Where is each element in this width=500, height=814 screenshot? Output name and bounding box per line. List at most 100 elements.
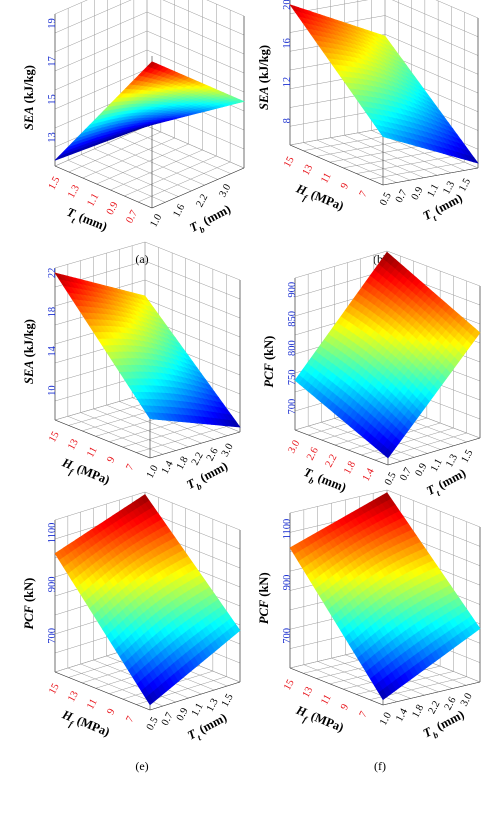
x-tick-label: 11 — [85, 697, 99, 711]
y-tick-label: 1.6 — [171, 202, 187, 219]
z-tick-label: 15 — [47, 94, 58, 105]
z-tick-label: 700 — [282, 628, 293, 644]
floor-grid — [96, 143, 189, 185]
z-axis-unit: (kN) — [262, 336, 276, 363]
x-tick-label: 0.7 — [124, 209, 140, 226]
floor-grid — [68, 160, 166, 203]
x-tick-label: 13 — [66, 437, 81, 451]
x-tick-label: 1.1 — [85, 192, 101, 209]
z-axis-symbol: PCF — [262, 363, 276, 388]
y-tick-label: 1.3 — [441, 180, 457, 197]
y-tick-labels: 1.0 1.4 1.8 2.2 2.6 3.0 — [145, 442, 236, 480]
floor-grid — [94, 148, 192, 192]
y-tick-label: 0.9 — [410, 185, 426, 202]
z-tick-label: 1100 — [282, 519, 293, 540]
floor-grid — [54, 393, 146, 421]
y-tick-label: 1.8 — [175, 455, 191, 472]
box-edge — [149, 431, 241, 459]
x-axis-unit: (MPa) — [72, 460, 112, 487]
y-tick-label: 3.0 — [220, 442, 236, 459]
floor-grid — [93, 408, 189, 448]
y-axis-title: Tb (mm) — [187, 202, 235, 239]
box-edge — [54, 419, 151, 459]
surface — [289, 492, 481, 701]
x-tick-label: 11 — [319, 171, 333, 185]
floor-grid — [329, 144, 425, 163]
x-tick-label: 7 — [124, 463, 136, 473]
floor-grid — [146, 125, 245, 169]
x-axis-title: Hf (MPa) — [292, 703, 346, 739]
x-axis-title: Hf (MPa) — [58, 455, 112, 491]
x-axis-subscript: f — [302, 193, 309, 204]
x-tick-label: 7 — [124, 715, 136, 725]
x-tick-label: 15 — [47, 682, 62, 696]
x-tick-label: 1.4 — [361, 466, 377, 483]
y-tick-label: 1.5 — [460, 448, 476, 465]
z-tick-label: 20 — [282, 0, 293, 10]
floor-grid — [303, 133, 399, 151]
z-tick-label: 1100 — [47, 523, 58, 544]
z-axis-title: SEA (kJ/kg) — [22, 319, 36, 384]
z-tick-label: 850 — [287, 311, 298, 327]
floor-grid — [316, 139, 412, 157]
x-tick-label: 13 — [301, 685, 316, 699]
panel-caption: (f) — [374, 759, 386, 773]
y-tick-label: 0.7 — [160, 711, 176, 728]
x-tick-label: 7 — [358, 710, 370, 720]
y-tick-labels: 0.5 0.7 0.9 1.1 1.3 1.5 — [378, 177, 473, 208]
z-tick-label: 14 — [47, 345, 58, 356]
z-tick-labels: 700 900 1100 — [282, 519, 293, 644]
x-tick-label: 15 — [47, 430, 62, 444]
x-tick-label: 2.6 — [305, 446, 321, 463]
x-tick-label: 9 — [339, 702, 351, 712]
floor-grid — [361, 427, 454, 456]
floor-grid — [369, 162, 465, 180]
x-tick-labels: 15 13 11 97 — [47, 430, 136, 473]
x-axis-title: Tb (mm) — [300, 465, 348, 498]
z-axis-symbol: SEA — [22, 360, 36, 384]
z-axis-symbol: SEA — [22, 106, 36, 130]
box-edge — [151, 167, 245, 209]
z-tick-label: 17 — [47, 56, 58, 67]
x-axis-unit: (MPa) — [306, 186, 346, 213]
x-tick-label: 9 — [105, 455, 117, 465]
z-tick-label: 900 — [282, 575, 293, 591]
floor-grid — [81, 154, 179, 197]
surface-cell — [234, 99, 245, 103]
y-tick-label: 0.5 — [383, 471, 399, 488]
surface-cell — [468, 155, 479, 164]
y-axis-title: Tt (mm) — [421, 191, 467, 227]
z-tick-label: 8 — [282, 118, 293, 123]
z-tick-label: 800 — [287, 340, 298, 356]
grid-line-z — [54, 11, 245, 55]
box-edge — [54, 165, 153, 209]
box-edge — [387, 437, 481, 466]
y-tick-label: 0.9 — [414, 462, 430, 479]
z-tick-label: 10 — [47, 385, 58, 396]
floor-grid — [356, 156, 452, 174]
z-tick-label: 900 — [287, 282, 298, 298]
y-axis-title: Tb (mm) — [421, 707, 469, 744]
z-tick-labels: 13 15 17 19 — [47, 18, 58, 143]
y-tick-label: 3.0 — [459, 692, 475, 709]
panel-d: 700 750 800 850 900 PCF (kN) 3.0 2.6 2.2 1.8 1.4 Tb… — [262, 250, 481, 530]
x-axis-title: Hf (MPa) — [58, 707, 112, 743]
panel-caption: (a) — [135, 252, 148, 266]
floor-grid — [122, 420, 213, 448]
floor-grid — [67, 416, 163, 455]
x-tick-label: 11 — [85, 445, 99, 459]
y-tick-label: 3.0 — [217, 182, 233, 199]
floor-grid — [344, 135, 438, 176]
floor-grid — [124, 155, 217, 197]
surface — [54, 272, 241, 428]
x-tick-label: 13 — [301, 163, 316, 177]
floor-grid — [343, 150, 439, 169]
z-tick-labels: 700 750 800 850 900 — [287, 282, 298, 415]
y-tick-labels: 1.0 1.6 2.2 3.0 — [148, 182, 233, 229]
z-tick-label: 700 — [47, 628, 58, 644]
floor-grid — [80, 412, 176, 451]
y-tick-label: 1.3 — [205, 697, 221, 714]
